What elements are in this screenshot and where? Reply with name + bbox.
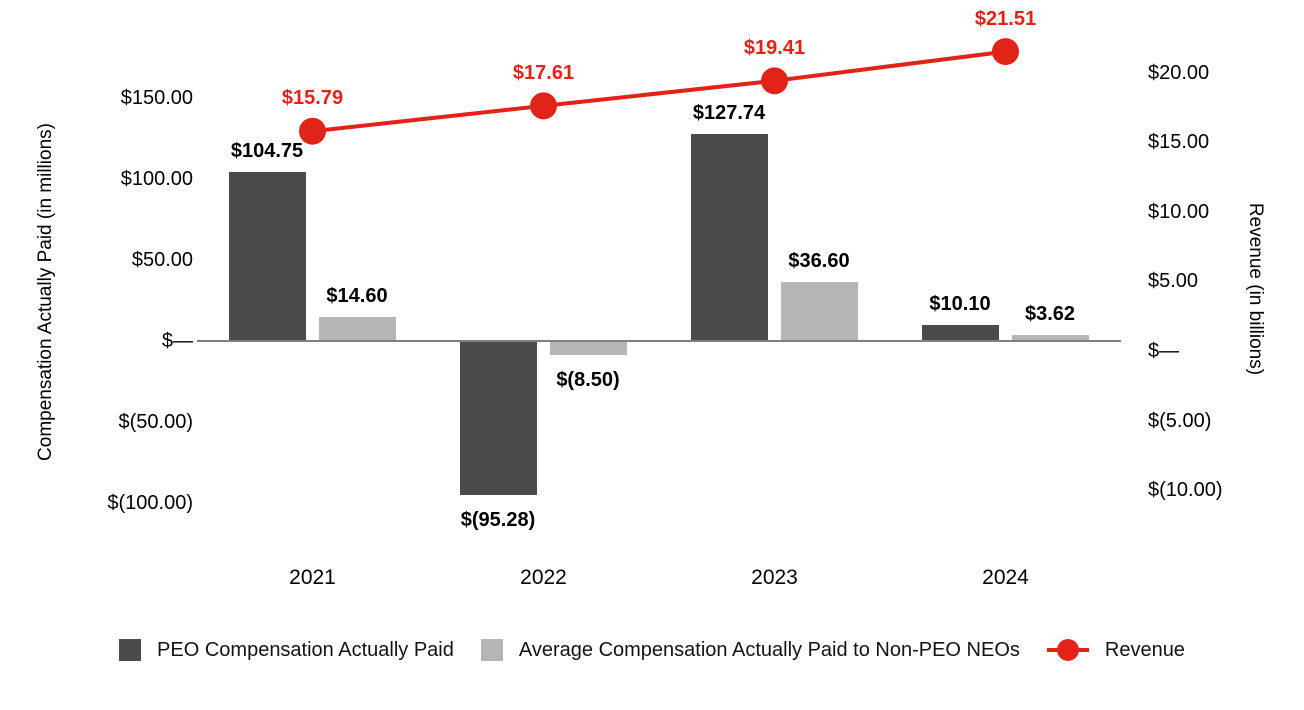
- revenue-point-2024: [992, 38, 1019, 66]
- right-axis-tick: $(5.00): [1148, 409, 1212, 432]
- bar-value-label: $127.74: [692, 102, 766, 125]
- x-axis-label-2024: 2024: [982, 566, 1029, 589]
- right-axis-tick: $—: [1148, 340, 1180, 362]
- x-axis-label-2021: 2021: [289, 566, 336, 589]
- peo-bar-2024: [921, 324, 999, 341]
- revenue-line-dot-icon: [1046, 638, 1089, 662]
- legend-label-revenue: Revenue: [1104, 638, 1185, 661]
- legend-item-peo: PEO Compensation Actually Paid: [119, 639, 454, 662]
- bar-value-label: $10.10: [929, 292, 991, 315]
- bar-value-label: $14.60: [326, 285, 388, 308]
- peo-bar-2023: [690, 134, 768, 341]
- peo-bar-2021: [228, 171, 306, 341]
- peo-bar-swatch-icon: [119, 639, 142, 661]
- bar-value-label: $3.62: [1024, 303, 1076, 326]
- revenue-value-label: $17.61: [512, 61, 575, 84]
- left-axis-tick: $—: [161, 330, 193, 352]
- x-axis-label-2022: 2022: [520, 566, 567, 589]
- bar-value-label: $104.75: [230, 139, 304, 162]
- right-axis-tick: $(10.00): [1148, 479, 1223, 502]
- revenue-value-label: $15.79: [281, 87, 344, 110]
- non-peo-bar-2023: [780, 281, 858, 341]
- zero-axis-line: [197, 340, 1121, 342]
- non-peo-bar-2024: [1011, 335, 1089, 341]
- left-axis-tick: $(50.00): [118, 410, 194, 433]
- right-axis-tick: $20.00: [1148, 61, 1210, 84]
- legend-item-non-peo: Average Compensation Actually Paid to No…: [480, 638, 1020, 662]
- right-axis-tick: $10.00: [1148, 200, 1210, 223]
- bar-value-label: $(95.28): [460, 509, 536, 532]
- non-peo-bar-2022: [549, 341, 627, 355]
- right-axis-tick: $15.00: [1148, 131, 1210, 154]
- left-axis-title: Compensation Actually Paid (in millions): [35, 123, 56, 461]
- legend-item-revenue: Revenue: [1046, 638, 1185, 662]
- non-peo-bar-swatch-icon: [480, 639, 503, 661]
- x-axis-label-2023: 2023: [751, 566, 798, 589]
- revenue-value-label: $19.41: [743, 36, 806, 59]
- left-axis-tick: $(100.00): [107, 491, 193, 514]
- bar-value-label: $36.60: [788, 249, 850, 272]
- left-axis-tick: $100.00: [120, 168, 193, 191]
- non-peo-bar-2021: [318, 317, 396, 341]
- bar-value-label: $(8.50): [556, 368, 620, 391]
- revenue-value-label: $21.51: [974, 7, 1037, 30]
- revenue-point-2022: [530, 92, 557, 120]
- right-axis-title: Revenue (in billions): [1245, 202, 1266, 376]
- legend: PEO Compensation Actually Paid Average C…: [0, 638, 1304, 662]
- left-axis-tick: $50.00: [131, 249, 193, 272]
- revenue-point-2023: [761, 67, 788, 95]
- legend-label-non-peo: Average Compensation Actually Paid to No…: [518, 638, 1020, 661]
- peo-bar-2022: [459, 341, 537, 496]
- left-axis-tick: $150.00: [120, 87, 193, 110]
- legend-label-peo: PEO Compensation Actually Paid: [157, 638, 454, 661]
- right-axis-tick: $5.00: [1148, 270, 1199, 293]
